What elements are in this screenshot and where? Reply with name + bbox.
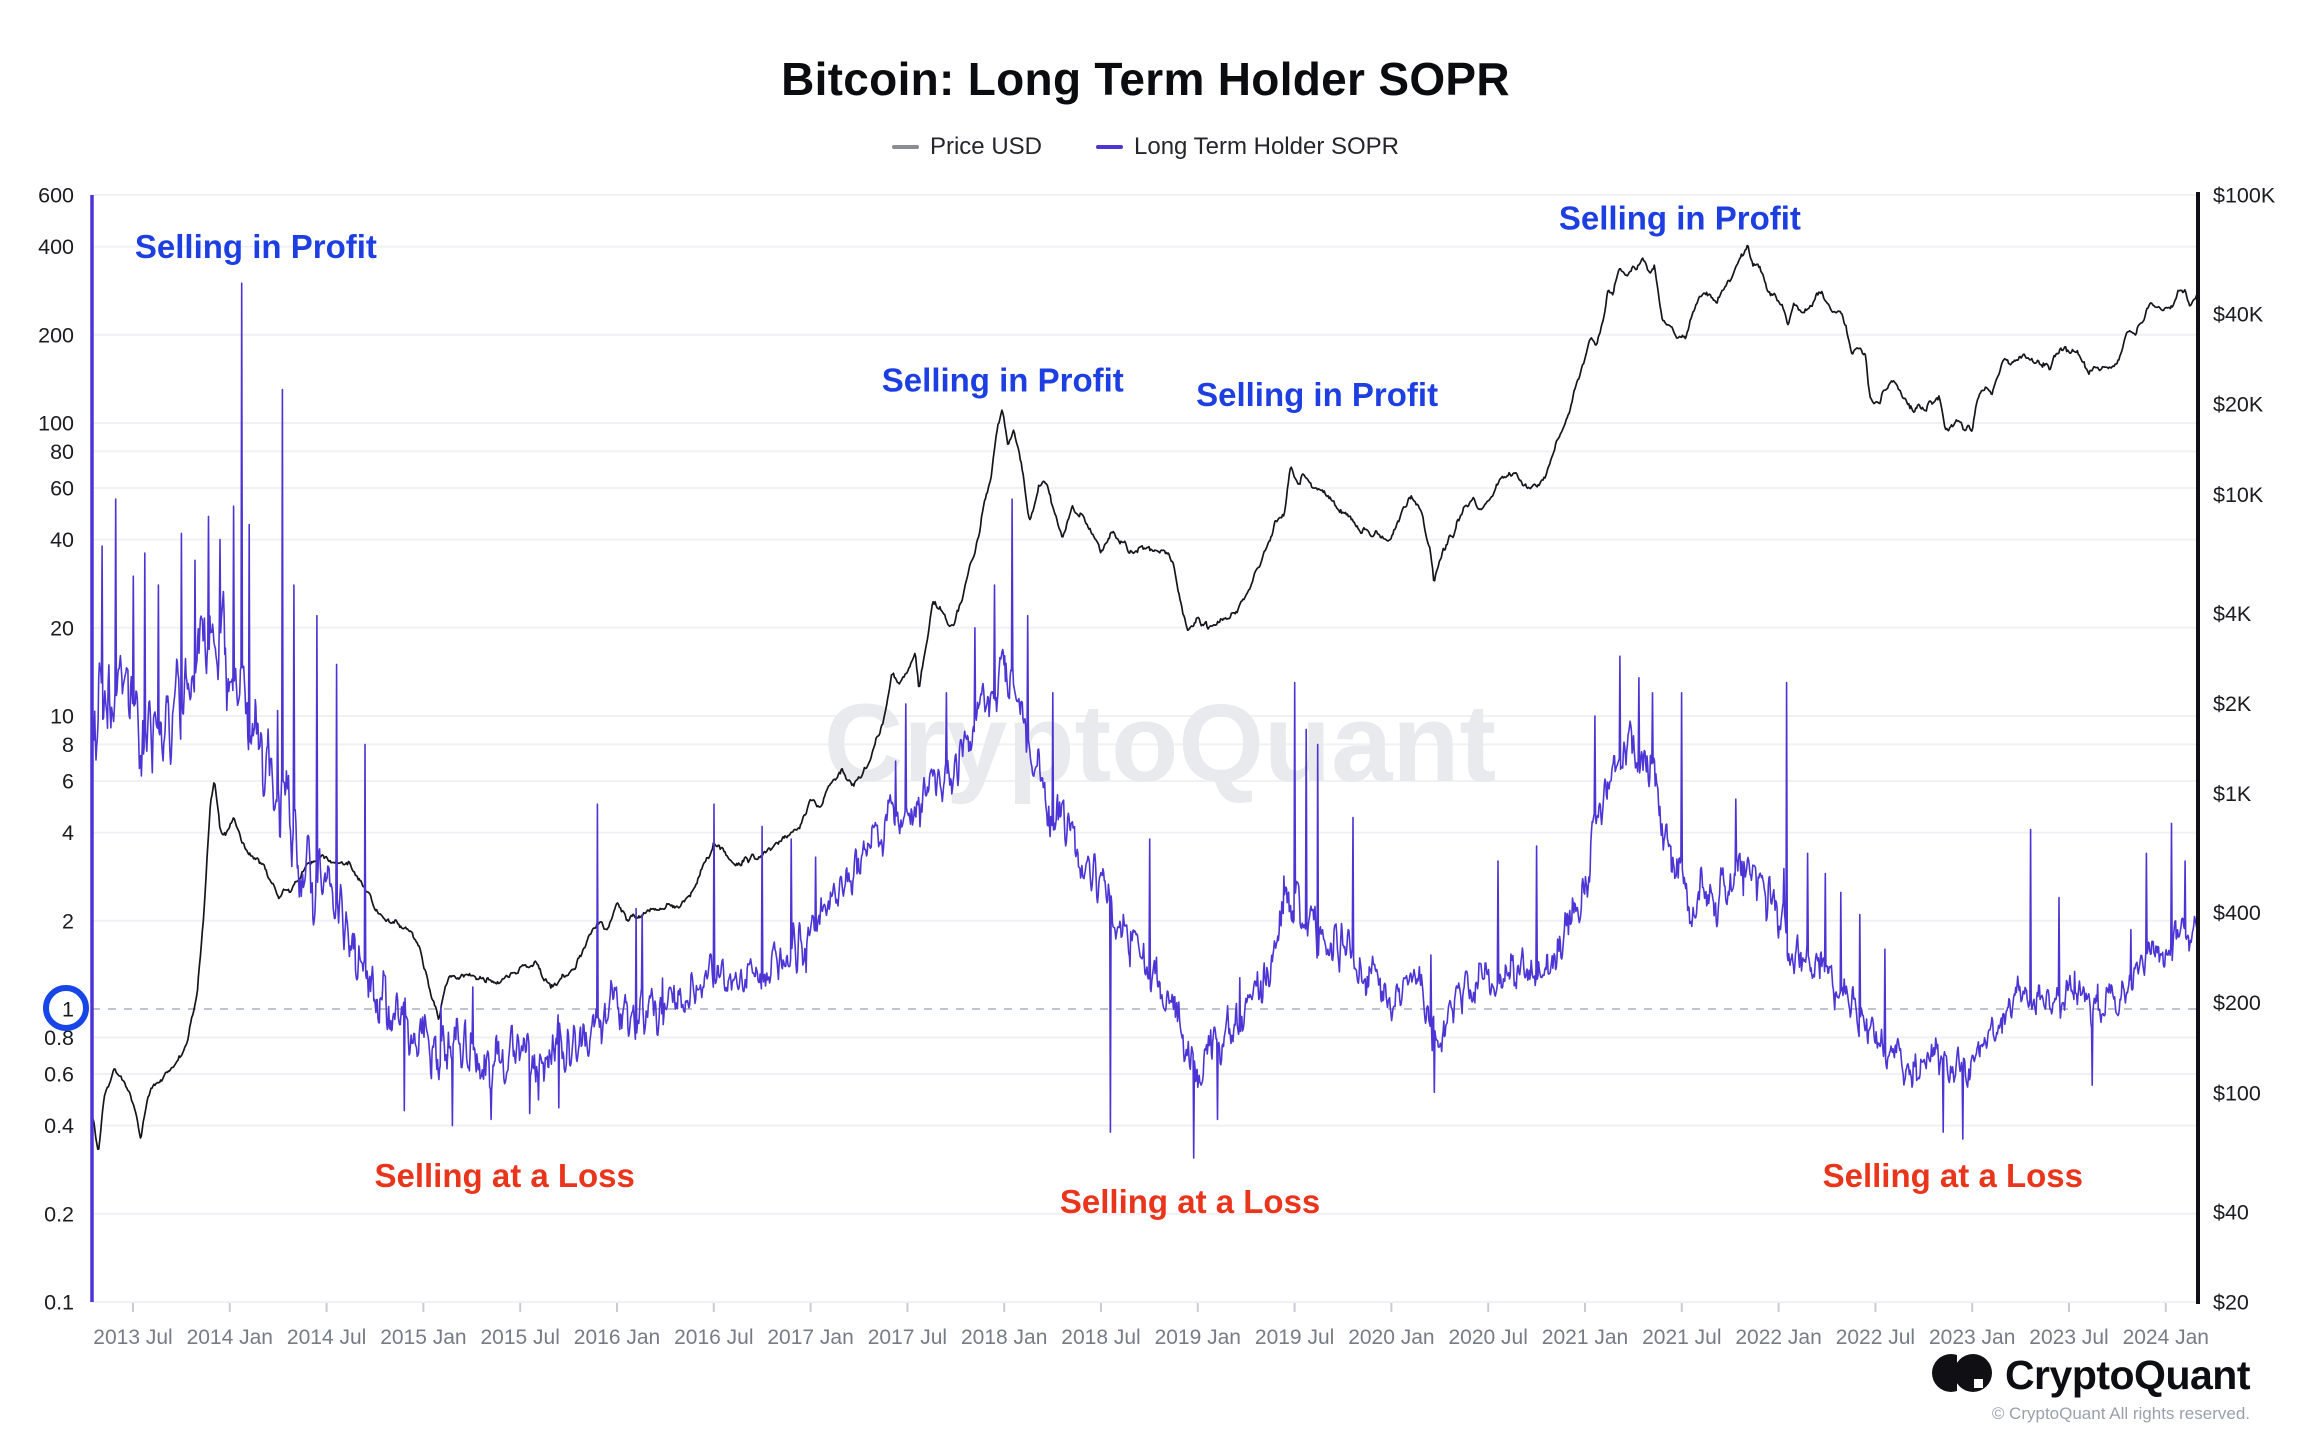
- x-axis-tick-label: 2018 Jul: [1061, 1326, 1140, 1349]
- x-axis-tick-label: 2015 Jan: [380, 1326, 466, 1349]
- annotation-selling-in-profit: Selling in Profit: [1559, 200, 1801, 237]
- x-axis-tick-label: 2014 Jul: [287, 1326, 366, 1349]
- left-axis-tick-label: 100: [38, 412, 74, 436]
- left-axis-tick-label: 600: [38, 184, 74, 208]
- x-axis-tick-label: 2022 Jul: [1836, 1326, 1915, 1349]
- x-axis-tick-label: 2017 Jan: [767, 1326, 853, 1349]
- x-axis-tick-label: 2015 Jul: [480, 1326, 559, 1349]
- left-axis-tick-label: 6: [62, 770, 74, 794]
- left-axis-tick-label: 200: [38, 323, 74, 347]
- right-axis-tick-label: $4K: [2213, 602, 2252, 626]
- x-axis-tick-label: 2023 Jul: [2029, 1326, 2108, 1349]
- annotation-selling-in-profit: Selling in Profit: [1196, 376, 1438, 413]
- cryptoquant-logo-icon: [1931, 1352, 1992, 1399]
- right-axis-tick-label: $40: [2213, 1200, 2249, 1224]
- x-axis-tick-label: 2014 Jan: [187, 1326, 273, 1349]
- left-axis-tick-label: 0.2: [44, 1202, 74, 1226]
- right-axis-tick-label: $1K: [2213, 782, 2252, 806]
- right-axis-tick-label: $2K: [2213, 692, 2252, 716]
- annotation-selling-at-a-loss: Selling at a Loss: [1060, 1183, 1320, 1220]
- x-axis-tick-label: 2013 Jul: [93, 1326, 172, 1349]
- price-usd-line: [91, 244, 2200, 1151]
- x-axis-tick-label: 2023 Jan: [1929, 1326, 2015, 1349]
- x-axis-tick-label: 2016 Jan: [574, 1326, 660, 1349]
- x-axis-tick-label: 2018 Jan: [961, 1326, 1047, 1349]
- left-axis-tick-label: 60: [50, 477, 74, 501]
- right-axis-tick-label: $20K: [2213, 393, 2264, 417]
- legend-label-lth-sopr: Long Term Holder SOPR: [1134, 133, 1400, 160]
- annotation-selling-at-a-loss: Selling at a Loss: [374, 1157, 634, 1194]
- highlight-circle-sopr-1: [43, 985, 89, 1031]
- left-axis-tick-label: 40: [50, 528, 74, 552]
- brand-name: CryptoQuant: [2004, 1352, 2251, 1398]
- footer: CryptoQuant © CryptoQuant All rights res…: [1931, 1352, 2251, 1424]
- x-axis-tick-label: 2019 Jan: [1155, 1326, 1241, 1349]
- right-axis-tick-label: $20: [2213, 1291, 2249, 1315]
- left-axis-tick-label: 2: [62, 909, 74, 933]
- left-axis-tick-label: 4: [62, 821, 74, 845]
- left-axis-tick-label: 0.4: [44, 1114, 74, 1138]
- legend: Price USD Long Term Holder SOPR: [92, 133, 2199, 161]
- x-axis-tick-label: 2021 Jan: [1542, 1326, 1628, 1349]
- annotation-selling-at-a-loss: Selling at a Loss: [1823, 1157, 2083, 1194]
- right-axis-tick-label: $400: [2213, 901, 2261, 925]
- lth-sopr-line: [91, 282, 2200, 1159]
- left-axis-tick-label: 0.6: [44, 1063, 74, 1087]
- x-axis-tick-label: 2020 Jul: [1448, 1326, 1527, 1349]
- annotation-selling-in-profit: Selling in Profit: [882, 362, 1124, 399]
- chart-title: Bitcoin: Long Term Holder SOPR: [781, 53, 1510, 105]
- right-axis-tick-label: $200: [2213, 991, 2261, 1015]
- copyright-text: © CryptoQuant All rights reserved.: [1991, 1404, 2250, 1423]
- left-axis-tick-label: 400: [38, 235, 74, 259]
- x-axis-tick-label: 2016 Jul: [674, 1326, 753, 1349]
- legend-item-price: Price USD: [891, 133, 1042, 161]
- right-axis-tick-label: $100: [2213, 1081, 2261, 1105]
- right-axis-tick-label: $10K: [2213, 483, 2264, 507]
- legend-label-price-usd: Price USD: [929, 133, 1042, 160]
- left-axis-tick-label: 10: [50, 705, 74, 729]
- x-axis-tick-label: 2020 Jan: [1348, 1326, 1434, 1349]
- left-axis-tick-label: 8: [62, 733, 74, 757]
- left-axis-tick-label: 0.1: [44, 1291, 74, 1315]
- annotation-selling-in-profit: Selling in Profit: [135, 228, 377, 265]
- right-axis-tick-label: $40K: [2213, 303, 2264, 327]
- x-axis-tick-label: 2022 Jan: [1735, 1326, 1821, 1349]
- right-axis-tick-label: $100K: [2213, 184, 2276, 208]
- left-axis-tick-label: 20: [50, 616, 74, 640]
- x-axis-tick-label: 2017 Jul: [868, 1326, 947, 1349]
- legend-item-sopr: Long Term Holder SOPR: [1096, 133, 1399, 161]
- legend-swatch-lth-sopr: [1096, 145, 1123, 149]
- x-axis-tick-label: 2024 Jan: [2123, 1326, 2209, 1349]
- brand-row: CryptoQuant: [1931, 1352, 2251, 1399]
- legend-swatch-price-usd: [891, 145, 919, 149]
- left-axis-tick-label: 80: [50, 440, 74, 464]
- x-axis-tick-label: 2021 Jul: [1642, 1326, 1721, 1349]
- x-axis-tick-label: 2019 Jul: [1255, 1326, 1334, 1349]
